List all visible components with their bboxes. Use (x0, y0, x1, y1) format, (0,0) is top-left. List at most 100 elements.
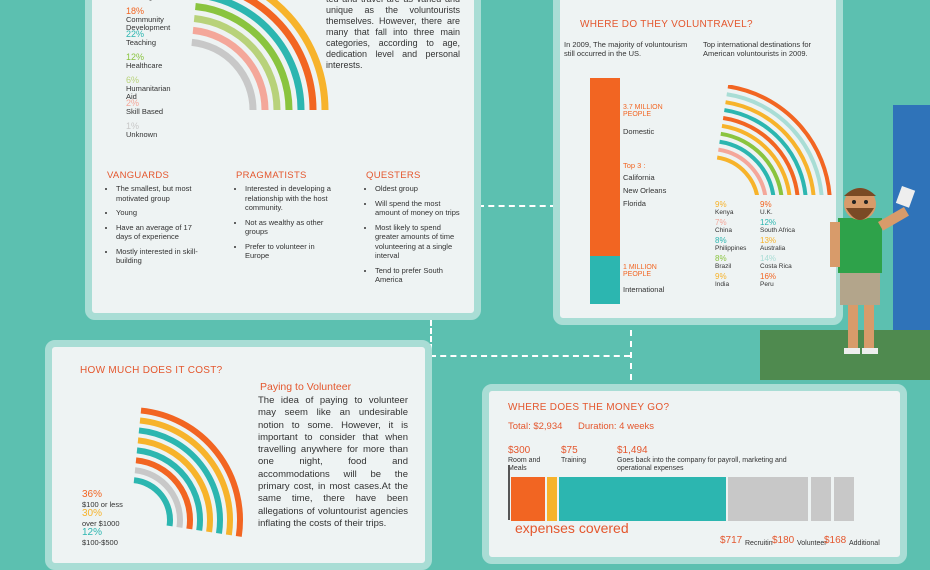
voluntravel-title: WHERE DO THEY VOLUNTRAVEL? (580, 19, 753, 30)
cost-body: The idea of paying to volunteer may seem… (258, 395, 408, 529)
international-label: International (623, 285, 665, 294)
group-list: Interested in developing a relationship … (236, 184, 336, 266)
destination-pct: 9% (760, 200, 772, 209)
cost-arc-1 (139, 417, 233, 536)
group-item: Young (116, 208, 207, 218)
recruit-bar (728, 477, 808, 521)
money-title: WHERE DOES THE MONEY GO? (508, 402, 670, 413)
group-item: Interested in developing a relationship … (245, 184, 336, 213)
group-item: Most likely to spend greater amounts of … (375, 223, 466, 261)
destination-name: Costa Rica (760, 263, 792, 270)
money-total: Total: $2,934 (508, 421, 563, 432)
interest-label: Healthcare (126, 61, 163, 70)
interest-arc-0 (265, 0, 329, 111)
destination-name: Philippines (715, 245, 747, 252)
group-item: Mostly interested in skill-building (116, 247, 207, 266)
group-item: Have an average of 17 days of experience (116, 223, 207, 242)
interest-arc-3 (195, 3, 293, 111)
group-item: Tend to prefer South America (375, 266, 466, 285)
money-bottom-label: Additional (849, 540, 880, 547)
international-bar (590, 256, 620, 304)
connector-line (630, 330, 632, 380)
destination-arc-9 (716, 155, 759, 195)
money-amount: $1,494 (617, 445, 648, 456)
destination-pct: 14% (760, 254, 777, 263)
destination-name: Australia (760, 245, 786, 252)
additional-bar (834, 477, 854, 521)
interest-pct: 1% (126, 121, 140, 131)
cost-arc-5 (135, 457, 193, 530)
person-illustration (830, 186, 916, 354)
domestic-value: 3.7 MILLION PEOPLE (623, 104, 663, 118)
cost-label: over $1000 (82, 519, 120, 528)
destination-arc-0 (727, 85, 832, 195)
training-bar (547, 477, 557, 521)
connector-line (430, 320, 434, 350)
cost-subtitle: Paying to Volunteer (260, 381, 352, 393)
money-panel (482, 384, 907, 564)
top3-title: Top 3 : (623, 161, 646, 170)
interest-pct: 22% (126, 29, 145, 39)
cost-arcs (133, 407, 243, 537)
interest-label: Teaching (126, 38, 157, 47)
interest-labels: 22%Building18%Community Development22%Te… (126, 0, 186, 162)
destination-name: South Africa (760, 227, 796, 234)
destination-name: U.K. (760, 209, 773, 216)
ground-shape (760, 330, 930, 380)
cost-label: $100-$500 (82, 538, 118, 547)
destination-pct: 9% (715, 272, 727, 281)
destination-pct: 16% (760, 272, 777, 281)
group-item: Prefer to volunteer in Europe (245, 242, 336, 261)
money-bar-track (508, 465, 860, 520)
interest-arc-5 (192, 26, 269, 111)
interest-label: Skill Based (126, 107, 164, 116)
destination-arc-6 (720, 131, 784, 195)
interest-arc-4 (193, 14, 281, 111)
destination-pct: 9% (715, 200, 727, 209)
group-title: VANGUARDS (107, 170, 170, 181)
cost-arc-6 (134, 467, 183, 528)
group-title: QUESTERS (366, 170, 421, 181)
destination-name: India (715, 281, 730, 288)
domestic-label: Domestic (623, 127, 655, 136)
cost-pct: 12% (82, 527, 103, 538)
interest-pct: 6% (126, 75, 140, 85)
destination-pct: 8% (715, 236, 727, 245)
interest-pct: 2% (126, 98, 140, 108)
destination-arc-2 (725, 100, 816, 195)
money-label: Goes back into the company for payroll, … (617, 457, 787, 472)
international-value: 1 MILLION PEOPLE (623, 264, 657, 278)
top3-list: California New Orleans Florida (623, 174, 666, 213)
interest-label: Building (126, 0, 182, 1)
interest-pct: 12% (126, 52, 145, 62)
money-bottom-label: Recruitin (745, 540, 773, 547)
destination-name: Brazil (715, 263, 732, 270)
connector-line (478, 205, 556, 207)
expenses-covered: expenses covered (515, 520, 629, 536)
money-label: Room and Meals (508, 457, 541, 472)
destination-arcs (716, 85, 832, 195)
destination-arc-1 (726, 92, 824, 195)
cost-arc-2 (138, 427, 223, 534)
group-list: The smallest, but most motivated group Yo… (107, 184, 207, 271)
domestic-caption: In 2009, The majority of voluntourism st… (564, 40, 688, 58)
group-item: Not as wealthy as other groups (245, 218, 336, 237)
money-amount: $300 (508, 445, 531, 456)
destinations-caption: Top international destinations for Ameri… (703, 40, 811, 58)
cost-pct: 36% (82, 489, 103, 500)
top3-item: Florida (623, 199, 646, 208)
group-item: Will spend the most amount of money on t… (375, 199, 466, 218)
group-list: Oldest group Will spend the most amount o… (366, 184, 466, 290)
money-bottom-amount: $180 (772, 535, 795, 546)
group-item: Oldest group (375, 184, 466, 194)
interest-pct: 18% (126, 6, 145, 16)
destination-arc-3 (724, 108, 808, 195)
connector-line (430, 355, 630, 357)
destination-arc-8 (718, 147, 768, 195)
cost-title: HOW MUCH DOES IT COST? (80, 365, 223, 376)
interest-arcs (191, 0, 329, 111)
cost-arc-7 (133, 477, 173, 527)
interest-arc-2 (208, 0, 305, 111)
interest-label: Unknown (126, 130, 158, 139)
top3-item: New Orleans (623, 186, 667, 195)
